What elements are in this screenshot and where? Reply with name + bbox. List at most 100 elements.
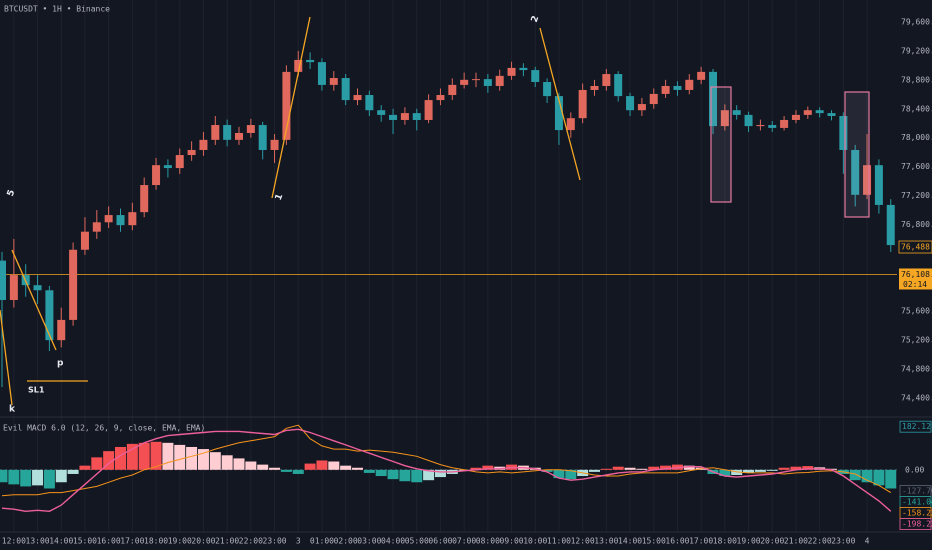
histogram-bar xyxy=(541,469,553,472)
candle-body xyxy=(780,119,789,128)
candle-body xyxy=(140,185,149,213)
histogram-bar xyxy=(115,446,126,470)
histogram-bar xyxy=(434,469,446,478)
histogram-bar xyxy=(209,452,221,470)
histogram-bar xyxy=(790,466,802,470)
grid-layer xyxy=(0,0,897,532)
x-tick-label: 14:00 xyxy=(618,537,642,546)
histogram-bar xyxy=(352,467,363,470)
indicator-value-label: -127.70 xyxy=(902,487,932,496)
candle-body xyxy=(614,74,623,97)
histogram-bar xyxy=(20,469,32,487)
candle-body xyxy=(306,59,315,63)
highlight-box xyxy=(710,86,732,203)
candle-body xyxy=(116,215,125,226)
x-tick-label: 09:00 xyxy=(500,537,524,546)
histogram-bar xyxy=(849,469,861,481)
histogram-bar xyxy=(197,449,209,470)
x-tick-label: 21:00 xyxy=(215,537,239,546)
histogram-bar xyxy=(719,469,731,477)
candle-body xyxy=(424,100,433,120)
indicator-value-label: -158.22 xyxy=(902,509,932,518)
candle-body xyxy=(744,114,753,127)
candle-body xyxy=(637,104,646,111)
wave-line xyxy=(11,249,57,351)
x-tick-label: 23:00 xyxy=(831,537,855,546)
histogram-bar xyxy=(648,466,660,470)
candle-body xyxy=(661,85,670,94)
x-tick-label: 14:00 xyxy=(49,537,73,546)
candle-body xyxy=(270,139,279,150)
x-tick-label: 07:00 xyxy=(452,537,476,546)
histogram-bar xyxy=(754,469,766,472)
candle-body xyxy=(507,67,516,76)
candle-body xyxy=(732,110,741,115)
candle-body xyxy=(851,149,860,195)
candle-body xyxy=(791,114,800,120)
histogram-bar xyxy=(470,467,482,470)
histogram-bar xyxy=(612,466,624,470)
labels-layer: 74,400.00 74,800.00 75,200.00 75,600.00 76,8… xyxy=(2,17,932,546)
candle-body xyxy=(543,82,552,97)
histogram-bar xyxy=(280,469,292,472)
annotation: SL1 xyxy=(28,386,45,395)
candle-body xyxy=(211,125,220,140)
y-tick-label: 75,600.00 xyxy=(901,307,932,316)
histogram-bar xyxy=(79,465,91,470)
histogram-bar xyxy=(660,465,672,470)
histogram-bar xyxy=(186,446,198,470)
drawings xyxy=(0,16,581,406)
x-tick-label: 17:00 xyxy=(120,537,144,546)
histogram-bar xyxy=(67,469,79,474)
histogram-bar xyxy=(363,469,375,473)
indicator-value-label: 182.12 xyxy=(902,422,931,431)
candle-body xyxy=(590,85,599,90)
histogram-bar xyxy=(589,469,600,472)
x-tick-label: 13:00 xyxy=(26,537,50,546)
candle-body xyxy=(0,260,6,301)
histogram-bar xyxy=(292,469,304,474)
y-tick-label: 78,000.00 xyxy=(901,133,932,142)
histogram-bar xyxy=(731,469,743,475)
histogram-bar xyxy=(32,469,44,486)
annotation: 5 xyxy=(6,189,18,198)
histogram-bar xyxy=(328,461,340,470)
x-tick-label: 20:00 xyxy=(191,537,215,546)
histogram-bar xyxy=(743,469,755,473)
x-tick-label: 15:00 xyxy=(73,537,97,546)
histogram-bar xyxy=(565,469,577,480)
histogram-bar xyxy=(103,451,115,470)
x-tick-label: 05:00 xyxy=(405,537,429,546)
candle-body xyxy=(329,78,338,85)
histogram-bar xyxy=(600,468,612,470)
candle-body xyxy=(294,59,303,72)
candle-body xyxy=(235,132,243,140)
histogram-bar xyxy=(482,465,494,470)
x-tick-label: 01:00 xyxy=(310,537,334,546)
histogram-bar xyxy=(221,455,233,470)
histogram-bar xyxy=(245,461,257,470)
annotation: 1 xyxy=(274,193,286,202)
candle-body xyxy=(709,71,717,127)
histogram-bar xyxy=(304,463,316,470)
candle-body xyxy=(246,125,255,133)
histogram-bar xyxy=(126,443,138,470)
last-price-box xyxy=(898,240,932,254)
histogram-bar xyxy=(316,460,328,470)
candle-body xyxy=(80,231,89,250)
histogram-bar xyxy=(399,469,411,482)
highlight-box xyxy=(844,91,870,218)
candle-body xyxy=(33,285,42,291)
y-tick-label: 0.00 xyxy=(905,465,924,474)
x-tick-label: 08:00 xyxy=(476,537,500,546)
y-tick-label: 76,800.00 xyxy=(901,220,932,229)
x-tick-label: 18:00 xyxy=(144,537,168,546)
x-tick-label: 22:00 xyxy=(808,537,832,546)
candle-body xyxy=(377,110,386,115)
histogram-bar xyxy=(873,469,885,486)
indicator-value-label: -141.04 xyxy=(902,498,932,507)
candle-body xyxy=(815,110,824,114)
candle-body xyxy=(448,84,457,96)
y-tick-label: 77,200.00 xyxy=(901,191,932,200)
